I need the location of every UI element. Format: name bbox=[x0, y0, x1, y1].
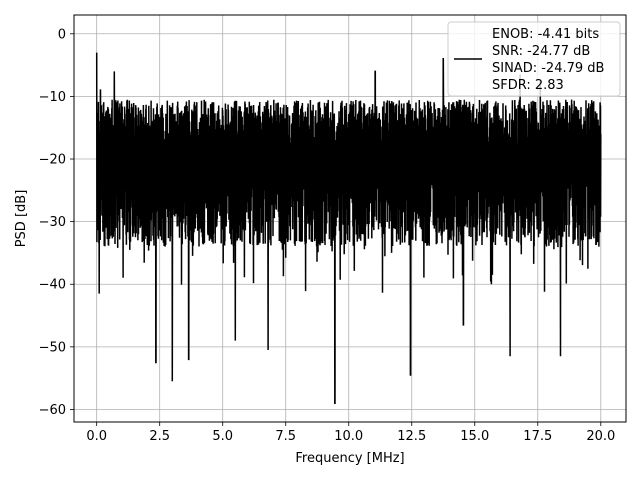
x-tick-label: 0.0 bbox=[86, 429, 107, 444]
x-tick-label: 5.0 bbox=[212, 429, 233, 444]
y-axis: 0 −10 −20 −30 −40 −50 −60 bbox=[39, 27, 74, 418]
legend-text-line: SFDR: 2.83 bbox=[492, 78, 564, 93]
legend-text-line: SINAD: -24.79 dB bbox=[492, 61, 604, 76]
x-tick-label: 2.5 bbox=[149, 429, 170, 444]
plot-frame bbox=[73, 14, 627, 423]
y-tick-label: −20 bbox=[39, 153, 66, 168]
x-tick-label: 17.5 bbox=[523, 429, 552, 444]
psd-series-line bbox=[95, 52, 602, 404]
y-tick-label: 0 bbox=[58, 27, 66, 42]
x-tick-label: 20.0 bbox=[586, 429, 615, 444]
y-tick-label: −60 bbox=[39, 403, 66, 418]
x-tick-label: 12.5 bbox=[397, 429, 426, 444]
y-tick-label: −40 bbox=[39, 278, 66, 293]
legend: ENOB: -4.41 bits SNR: -24.77 dB SINAD: -24… bbox=[447, 21, 621, 97]
legend-box bbox=[447, 21, 621, 97]
x-tick-label: 15.0 bbox=[460, 429, 489, 444]
y-axis-label: PSD [dB] bbox=[14, 190, 29, 248]
y-tick-label: −50 bbox=[39, 340, 66, 355]
legend-text-line: SNR: -24.77 dB bbox=[492, 44, 590, 59]
x-tick-label: 10.0 bbox=[334, 429, 363, 444]
data-trace bbox=[95, 52, 602, 404]
x-tick-label: 7.5 bbox=[275, 429, 296, 444]
legend-entry-text: ENOB: -4.41 bits SNR: -24.77 dB SINAD: -24… bbox=[492, 27, 604, 93]
y-tick-label: −30 bbox=[39, 215, 66, 230]
x-axis-label: Frequency [MHz] bbox=[295, 451, 404, 466]
y-tick-label: −10 bbox=[39, 90, 66, 105]
x-axis: 0.0 2.5 5.0 7.5 10.0 12.5 15.0 17.5 20.0 bbox=[86, 422, 615, 444]
legend-text-line: ENOB: -4.41 bits bbox=[492, 27, 599, 42]
